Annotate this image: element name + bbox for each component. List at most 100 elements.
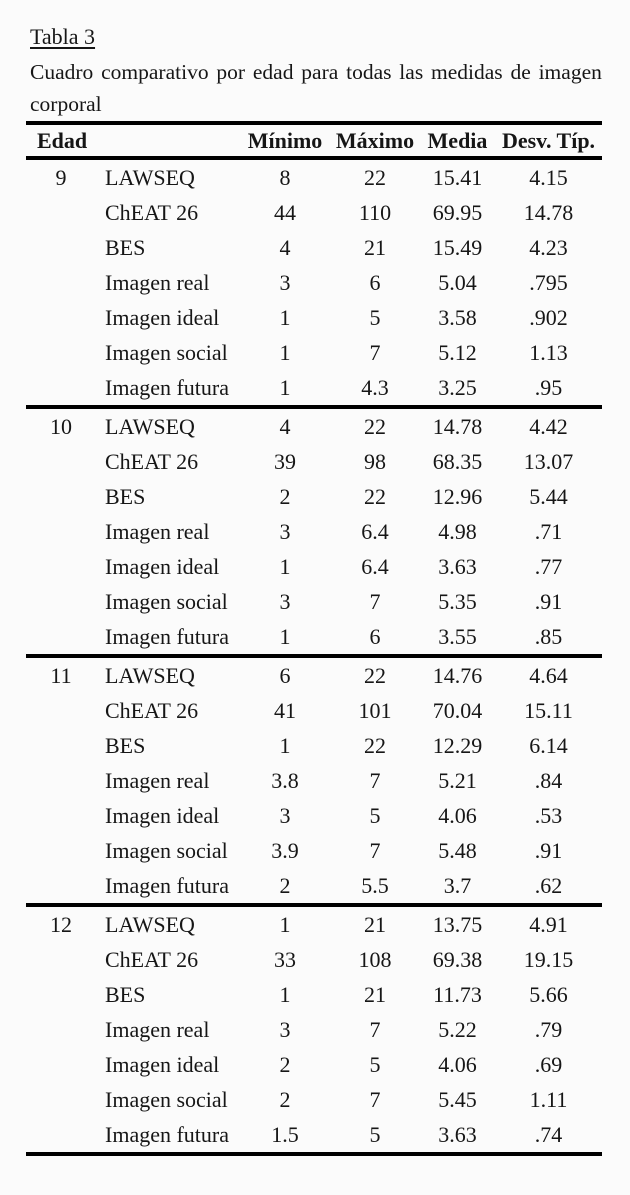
cell-desv: .85 [534,623,563,649]
cell-edad [26,728,96,763]
caption-word: comparativo [101,60,209,84]
cell-maximo: 21 [364,981,386,1007]
cell-measure: LAWSEQ [105,164,195,190]
table-row: BES 1 22 12.29 6.14 [26,728,602,763]
cell-media: 3.58 [438,304,477,330]
table-row: BES 2 22 12.96 5.44 [26,479,602,514]
cell-measure: LAWSEQ [105,413,195,439]
cell-media: 5.12 [438,339,477,365]
cell-measure: ChEAT 26 [105,448,199,474]
cell-edad [26,479,96,514]
cell-edad [26,514,96,549]
cell-desv: 1.13 [529,339,568,365]
cell-minimo: 39 [274,448,296,474]
cell-minimo: 1 [279,981,291,1007]
cell-media: 69.95 [432,199,483,225]
cell-edad [26,370,96,407]
cell-desv: .74 [534,1121,563,1147]
cell-minimo: 1 [279,339,291,365]
cell-desv: 4.64 [529,662,568,688]
table-row: 11 LAWSEQ 6 22 14.76 4.64 [26,656,602,693]
cell-minimo: 3 [279,588,291,614]
cell-maximo: 22 [364,164,386,190]
cell-minimo: 44 [274,199,296,225]
cell-minimo: 3 [279,518,291,544]
cell-maximo: 101 [358,697,392,723]
cell-desv: 14.78 [523,199,574,225]
table-row: Imagen futura 1.5 5 3.63 .74 [26,1117,602,1154]
cell-minimo: 1 [279,732,291,758]
cell-edad [26,942,96,977]
cell-media: 11.73 [433,981,482,1007]
cell-maximo: 5 [369,1121,381,1147]
table-row: Imagen futura 1 6 3.55 .85 [26,619,602,656]
cell-desv: .795 [529,269,568,295]
table-row: Imagen social 1 7 5.12 1.13 [26,335,602,370]
cell-desv: 1.11 [529,1086,568,1112]
caption-word: Cuadro [30,60,94,84]
cell-minimo: 2 [279,1086,291,1112]
table-row: Imagen ideal 1 6.4 3.63 .77 [26,549,602,584]
cell-maximo: 4.3 [361,374,389,400]
cell-maximo: 22 [364,413,386,439]
cell-measure: Imagen futura [105,374,229,400]
table-row: Imagen real 3 7 5.22 .79 [26,1012,602,1047]
cell-measure: BES [105,732,146,758]
cell-media: 5.48 [438,837,477,863]
cell-minimo: 3 [279,269,291,295]
cell-minimo: 1 [279,911,291,937]
cell-measure: Imagen ideal [105,553,220,579]
cell-minimo: 3.8 [271,767,299,793]
cell-edad: 10 [50,413,72,439]
cell-edad [26,1082,96,1117]
table-row: ChEAT 26 44 110 69.95 14.78 [26,195,602,230]
col-header-minimo: Mínimo [247,127,323,153]
table-row: ChEAT 26 33 108 69.38 19.15 [26,942,602,977]
cell-desv: .77 [534,553,563,579]
table-row: Imagen social 3 7 5.35 .91 [26,584,602,619]
caption-word: para [301,60,339,84]
cell-edad [26,300,96,335]
cell-media: 5.22 [438,1016,477,1042]
cell-minimo: 1 [279,304,291,330]
cell-minimo: 1 [279,374,291,400]
table-label: Tabla 3 [30,24,96,49]
cell-desv: 4.42 [529,413,568,439]
table-row: BES 4 21 15.49 4.23 [26,230,602,265]
table-row: Imagen real 3 6 5.04 .795 [26,265,602,300]
col-header-measure [96,123,240,158]
cell-edad [26,977,96,1012]
cell-minimo: 4 [279,234,291,260]
cell-media: 5.35 [438,588,477,614]
cell-minimo: 1 [279,553,291,579]
cell-desv: 15.11 [524,697,573,723]
table-row: ChEAT 26 41 101 70.04 15.11 [26,693,602,728]
cell-maximo: 22 [364,732,386,758]
caption-word: todas [346,60,392,84]
cell-maximo: 7 [369,339,381,365]
cell-measure: Imagen real [105,1016,210,1042]
table-row: Imagen social 3.9 7 5.48 .91 [26,833,602,868]
table-row: 9 LAWSEQ 8 22 15.41 4.15 [26,158,602,195]
cell-maximo: 22 [364,662,386,688]
cell-measure: LAWSEQ [105,662,195,688]
cell-desv: 4.91 [529,911,568,937]
cell-measure: Imagen futura [105,623,229,649]
cell-maximo: 5 [369,304,381,330]
cell-edad [26,1012,96,1047]
cell-media: 4.06 [438,802,477,828]
cell-measure: Imagen social [105,1086,228,1112]
table-row: 10 LAWSEQ 4 22 14.78 4.42 [26,407,602,444]
cell-minimo: 2 [279,483,291,509]
cell-desv: 5.66 [529,981,568,1007]
cell-minimo: 41 [274,697,296,723]
cell-measure: BES [105,981,146,1007]
cell-maximo: 108 [358,946,392,972]
cell-measure: Imagen social [105,588,228,614]
cell-media: 14.76 [432,662,483,688]
age-group: 9 LAWSEQ 8 22 15.41 4.15 ChEAT 26 44 110 69.95 14.… [26,158,602,407]
cell-measure: Imagen social [105,837,228,863]
cell-maximo: 5.5 [361,872,389,898]
cell-maximo: 7 [369,588,381,614]
cell-measure: BES [105,234,146,260]
